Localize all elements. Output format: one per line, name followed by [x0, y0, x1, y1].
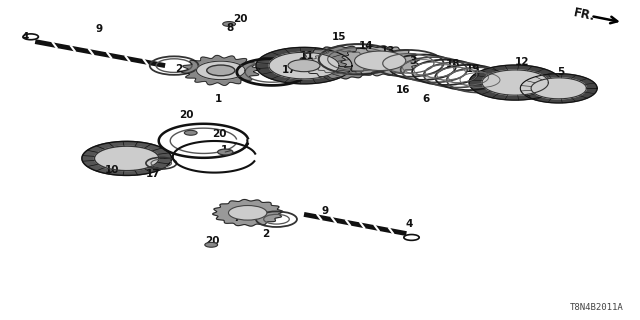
Ellipse shape: [207, 65, 235, 76]
Text: 2: 2: [262, 228, 269, 239]
Text: 11: 11: [300, 51, 314, 61]
Ellipse shape: [355, 51, 406, 70]
Polygon shape: [181, 55, 260, 85]
Text: 3: 3: [410, 56, 417, 66]
Text: 20: 20: [212, 129, 227, 139]
Text: 17: 17: [282, 65, 296, 76]
Text: 10: 10: [105, 164, 119, 175]
Text: 14: 14: [358, 41, 373, 52]
Text: 20: 20: [179, 110, 193, 120]
Ellipse shape: [288, 60, 320, 72]
Text: 15: 15: [332, 32, 346, 42]
Ellipse shape: [218, 149, 233, 155]
Polygon shape: [82, 141, 172, 175]
Text: 9: 9: [321, 206, 329, 216]
Text: 2: 2: [175, 64, 183, 74]
Polygon shape: [340, 46, 420, 76]
Text: 4: 4: [22, 32, 29, 42]
Text: 12: 12: [515, 57, 530, 68]
Polygon shape: [95, 146, 159, 171]
Polygon shape: [256, 47, 352, 84]
Text: 17: 17: [147, 169, 161, 180]
Polygon shape: [212, 199, 283, 226]
Text: 1: 1: [221, 145, 228, 155]
Text: 5: 5: [557, 67, 564, 77]
Polygon shape: [299, 46, 386, 79]
Text: 6: 6: [422, 94, 429, 104]
Ellipse shape: [228, 205, 267, 220]
Text: T8N4B2011A: T8N4B2011A: [570, 303, 624, 312]
Text: 20: 20: [205, 236, 220, 246]
Polygon shape: [482, 70, 548, 95]
Polygon shape: [469, 65, 561, 100]
Text: 4: 4: [406, 219, 413, 229]
Text: 7: 7: [233, 212, 241, 223]
Ellipse shape: [184, 130, 197, 135]
Polygon shape: [196, 61, 245, 80]
Polygon shape: [520, 74, 597, 103]
Text: 20: 20: [233, 13, 247, 24]
Ellipse shape: [223, 21, 236, 27]
Text: 16: 16: [396, 84, 410, 95]
Ellipse shape: [205, 242, 218, 247]
Polygon shape: [531, 78, 586, 99]
Text: 1: 1: [214, 94, 221, 104]
Text: FR.: FR.: [572, 6, 596, 23]
Text: 19: 19: [466, 64, 480, 74]
Text: 18: 18: [445, 59, 460, 69]
Text: 8: 8: [227, 23, 234, 33]
Text: 13: 13: [381, 46, 396, 56]
Text: 9: 9: [95, 24, 103, 34]
Polygon shape: [269, 52, 339, 79]
